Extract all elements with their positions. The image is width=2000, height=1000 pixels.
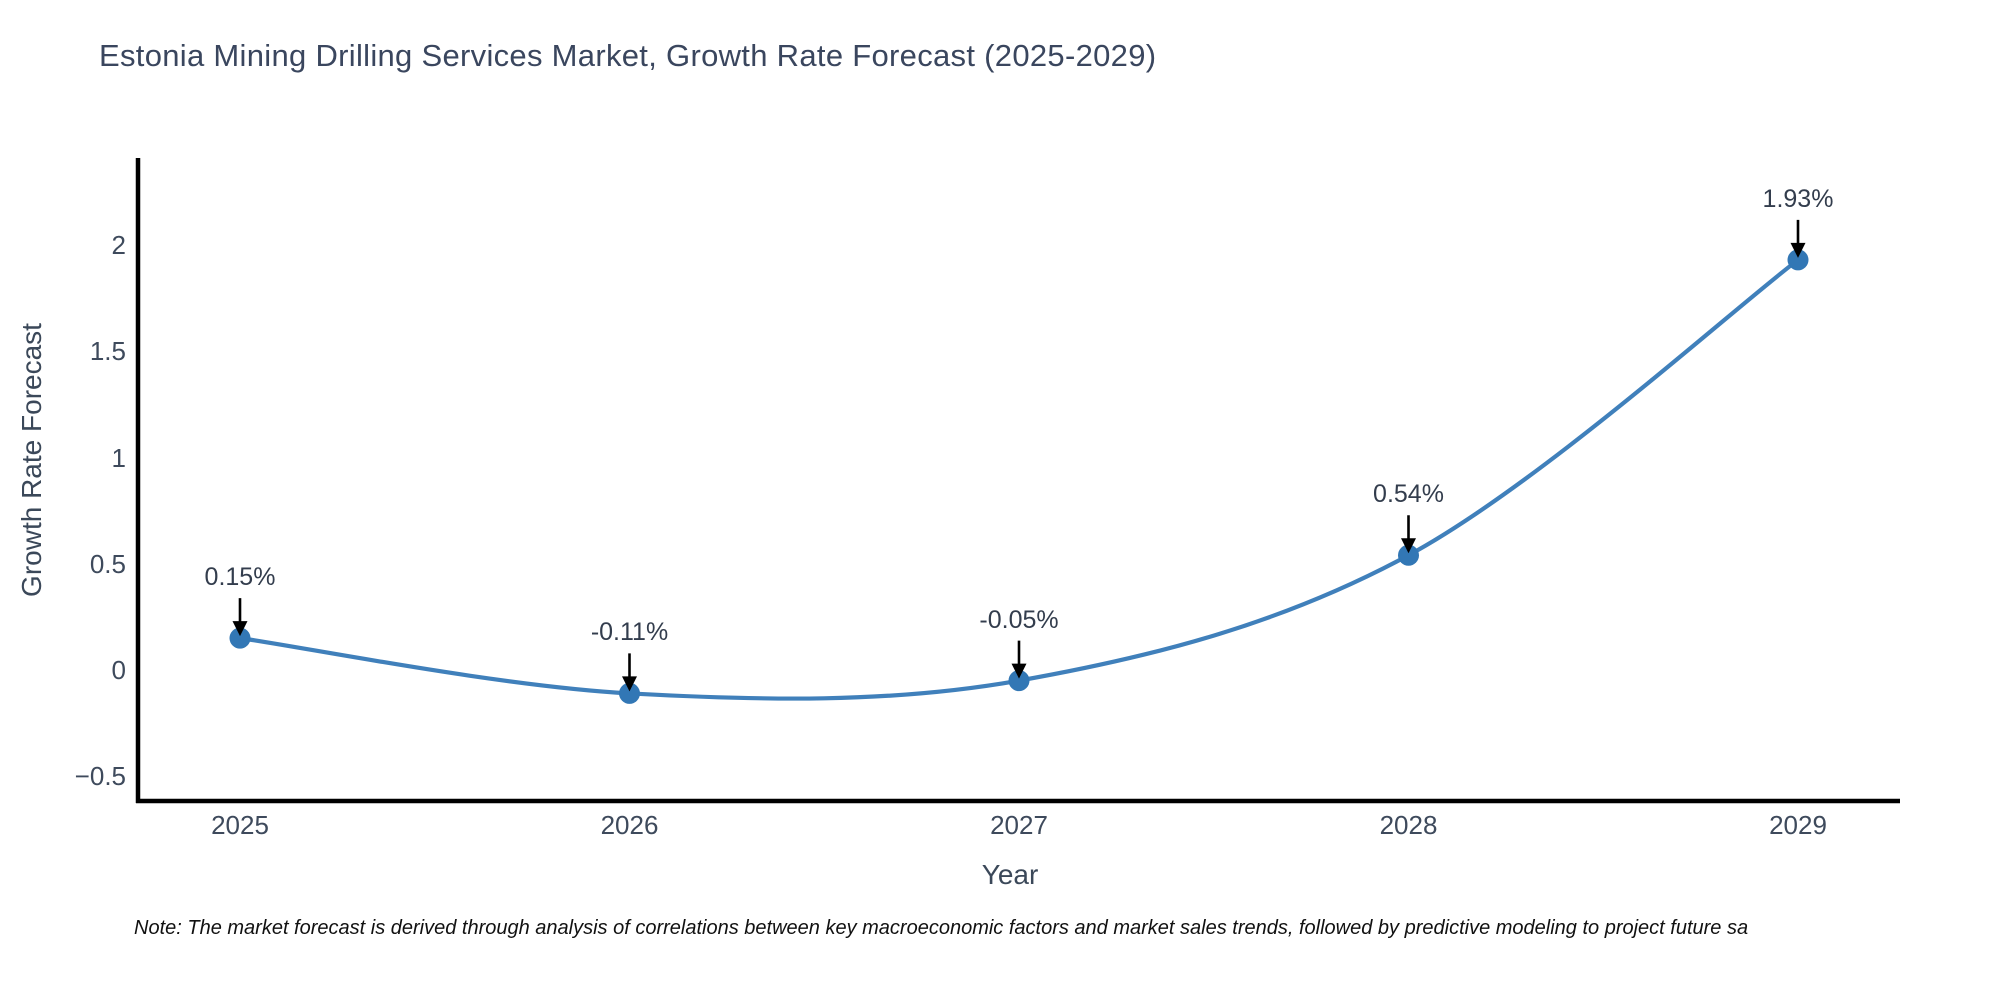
arrowhead-icon <box>1790 242 1806 258</box>
annotation-arrow <box>1790 219 1806 258</box>
x-axis-title: Year <box>981 859 1039 890</box>
y-tick-label: −0.5 <box>74 761 126 792</box>
annotation-arrow <box>1011 640 1027 679</box>
y-tick-label: 0 <box>111 655 126 685</box>
arrowhead-icon <box>232 621 248 637</box>
data-point-value-label: -0.11% <box>590 618 669 647</box>
annotation-arrow <box>622 653 637 692</box>
data-point-marker <box>619 682 640 704</box>
y-tick-label: 0.5 <box>89 548 126 579</box>
data-point-marker <box>1787 249 1809 271</box>
x-tick-label: 2029 <box>1769 810 1827 840</box>
data-point-marker <box>1398 544 1419 566</box>
x-tick-label: 2026 <box>600 810 659 840</box>
forecast-line <box>237 257 1801 701</box>
data-point-marker <box>1008 670 1030 692</box>
annotation-arrow <box>232 598 248 637</box>
data-point-marker <box>229 627 251 649</box>
arrowhead-icon <box>1401 538 1416 554</box>
data-point-value-label: 0.15% <box>204 563 276 592</box>
arrowhead-icon <box>622 676 637 692</box>
footnote: Note: The market forecast is derived thr… <box>134 917 1749 939</box>
y-axis-title: Growth Rate Forecast <box>16 323 47 597</box>
y-tick-label: 1.5 <box>89 336 126 367</box>
axes <box>135 158 1900 804</box>
x-tick-label: 2027 <box>990 810 1048 840</box>
y-tick-label: 1 <box>111 442 126 473</box>
data-point-value-label: -0.05% <box>979 605 1059 634</box>
x-tick-label: 2025 <box>211 810 269 840</box>
chart-title: Estonia Mining Drilling Services Market,… <box>99 38 1157 73</box>
y-tick-label: 2 <box>111 230 126 260</box>
data-point-value-label: 1.93% <box>1762 184 1834 213</box>
data-point-value-label: 0.54% <box>1373 480 1444 509</box>
annotation-arrow <box>1401 515 1416 554</box>
arrowhead-icon <box>1011 663 1027 679</box>
x-tick-label: 2028 <box>1379 810 1438 840</box>
